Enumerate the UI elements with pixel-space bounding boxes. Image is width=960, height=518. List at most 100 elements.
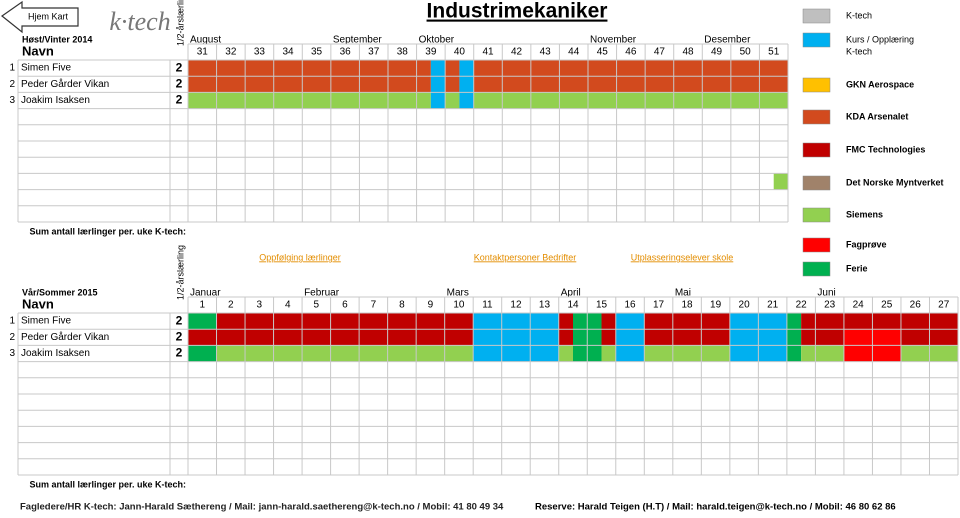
half-year: 2 bbox=[176, 60, 183, 74]
week-number: 20 bbox=[739, 300, 751, 311]
week-number: 10 bbox=[453, 300, 465, 311]
schedule-cell bbox=[773, 173, 788, 190]
schedule-cell bbox=[730, 76, 760, 93]
schedule-cell bbox=[459, 92, 474, 109]
week-number: 17 bbox=[653, 300, 665, 311]
schedule-cell bbox=[216, 329, 246, 346]
schedule-cell bbox=[330, 60, 360, 77]
schedule-cell bbox=[388, 60, 417, 77]
schedule-cell bbox=[558, 313, 573, 330]
schedule-cell bbox=[729, 345, 759, 362]
week-number: 7 bbox=[371, 300, 377, 311]
schedule-cell bbox=[588, 76, 617, 93]
schedule-cell bbox=[702, 60, 731, 77]
schedule-cell bbox=[758, 313, 787, 330]
schedule-cell bbox=[216, 60, 246, 77]
week-number: 12 bbox=[510, 300, 522, 311]
schedule-cell bbox=[416, 345, 445, 362]
legend-label: Fagprøve bbox=[846, 239, 887, 249]
schedule-cell bbox=[245, 345, 274, 362]
schedule-cell bbox=[701, 313, 730, 330]
month: Februar bbox=[304, 288, 340, 299]
schedule-cell bbox=[416, 92, 431, 109]
schedule-cell bbox=[558, 329, 573, 346]
schedule-cell bbox=[573, 313, 588, 330]
person-name: Peder Gårder Vikan bbox=[21, 78, 109, 90]
schedule-cell bbox=[188, 60, 217, 77]
schedule-cell bbox=[645, 92, 674, 109]
half-header: 1/2-årslærling bbox=[175, 245, 185, 300]
legend-label: GKN Aerospace bbox=[846, 79, 914, 89]
schedule-cell bbox=[601, 329, 616, 346]
schedule-cell bbox=[359, 329, 388, 346]
schedule-cell bbox=[416, 60, 431, 77]
schedule-cell bbox=[473, 76, 503, 93]
schedule-cell bbox=[843, 313, 873, 330]
week-number: 34 bbox=[282, 47, 294, 58]
link[interactable]: Utplasseringselever skole bbox=[631, 252, 734, 262]
week-number: 31 bbox=[197, 47, 209, 58]
schedule-cell bbox=[758, 345, 787, 362]
week-number: 22 bbox=[796, 300, 808, 311]
schedule-cell bbox=[672, 313, 702, 330]
week-number: 16 bbox=[624, 300, 636, 311]
schedule-cell bbox=[216, 76, 246, 93]
schedule-cell bbox=[216, 313, 246, 330]
week-number: 35 bbox=[311, 47, 323, 58]
schedule-cell bbox=[673, 92, 703, 109]
week-number: 26 bbox=[910, 300, 922, 311]
schedule-cell bbox=[801, 329, 816, 346]
schedule-cell bbox=[588, 60, 617, 77]
schedule-cell bbox=[502, 60, 531, 77]
week-number: 1 bbox=[199, 300, 205, 311]
legend-swatch bbox=[802, 77, 831, 93]
week-number: 5 bbox=[314, 300, 320, 311]
schedule-cell bbox=[758, 329, 787, 346]
month: Oktober bbox=[419, 35, 455, 46]
schedule-cell bbox=[672, 329, 702, 346]
schedule-cell bbox=[843, 345, 873, 362]
schedule-cell bbox=[786, 313, 802, 330]
schedule-cell bbox=[872, 313, 901, 330]
schedule-cell bbox=[929, 313, 958, 330]
schedule-cell bbox=[444, 329, 474, 346]
link[interactable]: Kontaktpersoner Bedrifter bbox=[474, 252, 577, 262]
legend-label: FMC Technologies bbox=[846, 144, 925, 154]
week-number: 33 bbox=[254, 47, 266, 58]
schedule-cell bbox=[900, 313, 930, 330]
schedule-cell bbox=[416, 313, 445, 330]
schedule-cell bbox=[359, 92, 388, 109]
schedule-cell bbox=[245, 313, 274, 330]
week-number: 21 bbox=[767, 300, 779, 311]
legend-swatch bbox=[802, 261, 831, 277]
link[interactable]: Oppfølging lærlinger bbox=[259, 252, 341, 262]
home-button[interactable]: Hjem Kart bbox=[0, 0, 79, 34]
schedule-cell bbox=[473, 92, 503, 109]
row-number: 3 bbox=[9, 95, 15, 106]
legend-swatch bbox=[802, 109, 831, 125]
schedule-cell bbox=[273, 345, 303, 362]
half-year: 2 bbox=[176, 313, 183, 327]
week-number: 24 bbox=[853, 300, 865, 311]
home-label[interactable]: Hjem Kart bbox=[28, 11, 69, 21]
schedule-cell bbox=[786, 345, 802, 362]
week-number: 2 bbox=[228, 300, 234, 311]
schedule-cell bbox=[729, 329, 759, 346]
week-number: 47 bbox=[654, 47, 666, 58]
schedule-cell bbox=[245, 329, 274, 346]
legend-swatch bbox=[802, 142, 831, 158]
month: April bbox=[561, 288, 581, 299]
half-year: 2 bbox=[176, 346, 183, 360]
schedule-cell bbox=[330, 76, 360, 93]
home-arrow[interactable] bbox=[0, 0, 79, 34]
schedule-cell bbox=[900, 329, 930, 346]
schedule-cell bbox=[430, 60, 446, 77]
half-year: 2 bbox=[176, 76, 183, 90]
schedule-cell bbox=[502, 76, 531, 93]
schedule-cell bbox=[587, 313, 602, 330]
schedule-cell bbox=[673, 60, 703, 77]
schedule-cell bbox=[473, 329, 502, 346]
schedule-cell bbox=[702, 76, 731, 93]
schedule-cell bbox=[359, 313, 388, 330]
schedule-cell bbox=[843, 329, 873, 346]
